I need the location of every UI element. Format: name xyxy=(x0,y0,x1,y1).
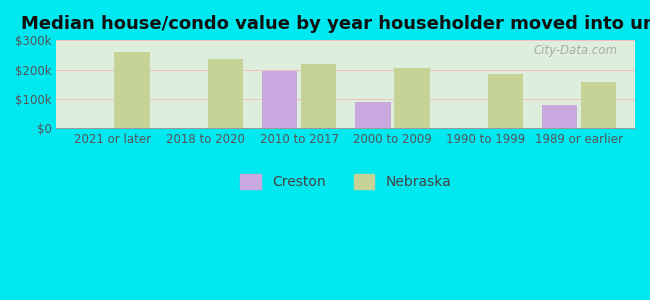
Bar xyxy=(301,64,337,128)
Bar xyxy=(581,82,616,128)
Bar xyxy=(395,68,430,128)
Bar xyxy=(488,74,523,128)
Bar xyxy=(355,103,391,128)
Legend: Creston, Nebraska: Creston, Nebraska xyxy=(235,169,457,195)
Bar xyxy=(541,105,577,128)
Text: City-Data.com: City-Data.com xyxy=(534,44,618,57)
Bar xyxy=(262,71,297,128)
Title: Median house/condo value by year householder moved into unit: Median house/condo value by year househo… xyxy=(21,15,650,33)
Bar xyxy=(207,59,243,128)
Bar xyxy=(114,52,150,128)
